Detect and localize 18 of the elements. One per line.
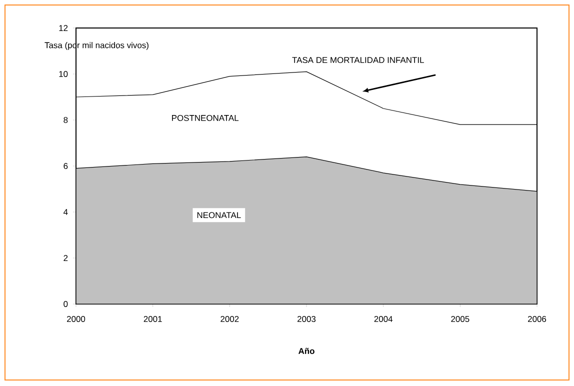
y-tick-label: 10	[59, 71, 68, 77]
x-tick-label: 2005	[451, 316, 470, 322]
x-tick-label: 2001	[144, 316, 162, 322]
y-tick-label: 0	[64, 301, 68, 307]
y-tick-label: 6	[64, 163, 68, 169]
y-tick-label: 4	[63, 209, 68, 215]
annotation: POSTNEONATAL	[172, 114, 239, 121]
series-label: NEONATAL	[197, 212, 241, 218]
x-tick-label: 2002	[220, 316, 239, 322]
y-tick-label: 8	[64, 117, 68, 123]
y-tick-label: 2	[64, 255, 68, 261]
x-tick-label: 2000	[67, 316, 86, 322]
x-axis-title: Año	[298, 348, 314, 354]
x-tick-label: 2004	[374, 316, 393, 322]
x-tick-label: 2003	[298, 316, 316, 322]
series-label: TASA DE MORTALIDAD INFANTIL	[292, 57, 424, 64]
y-tick-label: 12	[59, 25, 68, 31]
x-tick-label: 2006	[528, 316, 546, 322]
